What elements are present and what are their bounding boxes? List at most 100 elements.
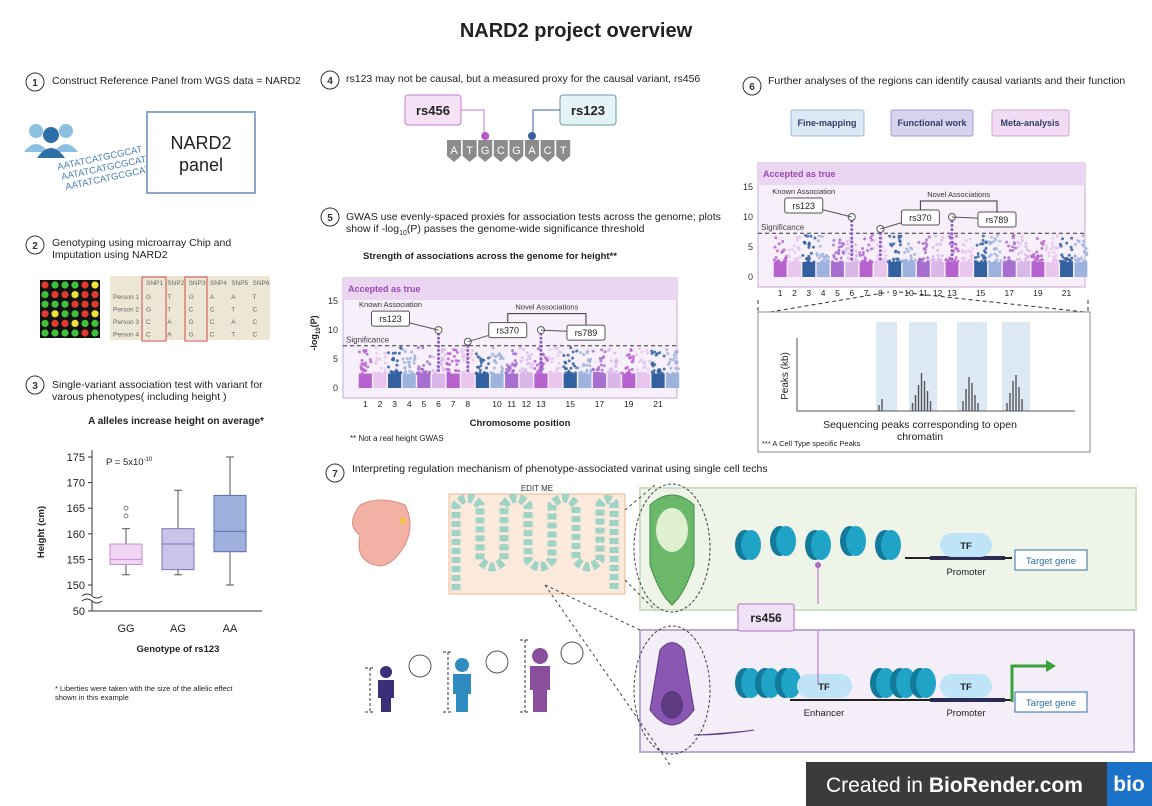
snp-dot: [529, 371, 533, 375]
snp-dot: [832, 253, 836, 257]
snp-dot: [446, 371, 450, 375]
chromosome-band: [802, 262, 816, 277]
snp-dot: [1084, 247, 1088, 251]
snp-dot: [424, 370, 428, 374]
table-cell: Person 1: [113, 294, 139, 301]
snp-dot: [375, 372, 379, 376]
snp-dot: [1064, 259, 1068, 263]
snp-dot: [817, 234, 821, 238]
snp-dot: [650, 370, 654, 374]
gene-box: [1014, 691, 1088, 713]
snp-dot: [925, 238, 929, 242]
snp-dot: [788, 260, 792, 264]
snp-dot: [525, 358, 529, 362]
snp-dot: [837, 252, 841, 256]
snp-dot: [984, 246, 988, 250]
snp-dot: [652, 368, 656, 372]
snp-dot: [437, 340, 440, 344]
chromosome-band: [431, 373, 446, 388]
snp-dot: [1052, 255, 1056, 259]
chip-dot: [81, 300, 89, 308]
snp-dot: [557, 350, 561, 354]
chip-dot: [61, 281, 69, 289]
snp-dot: [360, 358, 364, 362]
snp-dot: [933, 259, 937, 263]
snp-dot: [522, 347, 526, 351]
tf-pill: [797, 674, 852, 698]
step-numbers: 1 2 3 4 5 6 7: [32, 76, 755, 480]
snp-dot: [941, 235, 945, 239]
snp-dot: [826, 258, 830, 262]
snp-dot: [359, 365, 363, 369]
footer-brand: BioRender.com: [929, 774, 1083, 797]
chromosome-band: [505, 373, 519, 388]
snp-dot: [539, 340, 543, 344]
x-tick-label: 13: [947, 288, 957, 298]
tf-pill: [940, 533, 992, 557]
snp-dot: [653, 350, 657, 354]
snp-dot: [818, 244, 822, 248]
snp-dot: [563, 360, 567, 364]
x-tick-label: 10: [492, 399, 502, 409]
snp-dot: [591, 349, 595, 353]
chip-dot: [61, 329, 69, 337]
snp-dot: [518, 369, 522, 373]
y-tick-label: 155: [67, 554, 85, 566]
snp-dot: [802, 240, 806, 244]
variant-dot: [815, 562, 821, 568]
base-letter: C: [544, 145, 552, 157]
chip-dot: [41, 310, 49, 318]
snp-dot: [931, 246, 935, 250]
snp-dot: [402, 371, 406, 375]
snp-dot: [437, 344, 440, 348]
snp-dot: [798, 235, 802, 239]
chromosome-band: [490, 373, 504, 388]
snp-dot: [850, 253, 854, 257]
snp-dot: [931, 255, 935, 259]
x-tick-label: 17: [595, 399, 605, 409]
snp-dot: [962, 250, 966, 254]
snp-dot: [921, 242, 925, 246]
snp-dot: [564, 371, 568, 375]
panel-box: [146, 111, 256, 194]
snp-dot: [861, 246, 865, 250]
snp-dot: [612, 371, 616, 375]
snp-dot: [397, 351, 401, 355]
outlier: [123, 513, 129, 519]
chip-dot: [91, 329, 99, 337]
snp-dot: [446, 351, 450, 355]
snp-dot: [445, 367, 449, 371]
chromosome-band: [651, 373, 665, 388]
snp-dot: [969, 254, 973, 258]
snp-dot: [956, 249, 960, 253]
snp-dot: [639, 358, 643, 362]
chromosome-band: [1031, 262, 1045, 277]
snp-dot: [437, 352, 440, 356]
snp-dot: [1056, 234, 1060, 238]
snp-dot: [419, 367, 423, 371]
snp-dot: [963, 256, 967, 260]
snp-dot: [386, 365, 390, 369]
snp-dot: [572, 364, 576, 368]
table-cell: G: [189, 332, 194, 339]
snp-dot: [440, 350, 444, 354]
nucleosome: [761, 668, 781, 698]
nucleosome: [876, 668, 896, 698]
snp-dot: [579, 351, 583, 355]
x-axis-label: Sequencing peaks corresponding to open c…: [823, 419, 1017, 443]
chip-dot: [71, 291, 79, 299]
snp-dot: [1055, 259, 1059, 263]
snp-dot: [598, 356, 602, 360]
snp-dot: [439, 363, 443, 367]
snp-dot: [969, 250, 973, 254]
snp-dot: [976, 255, 980, 259]
snp-dot: [563, 367, 567, 371]
y-tick-label: 5: [748, 242, 753, 252]
snp-dot: [383, 368, 387, 372]
snp-dot: [1040, 246, 1044, 250]
snp-dot: [936, 257, 940, 261]
snp-dot: [443, 353, 447, 357]
snp-dot: [374, 362, 378, 366]
intestine: [352, 499, 411, 567]
snp-dot: [974, 256, 978, 260]
